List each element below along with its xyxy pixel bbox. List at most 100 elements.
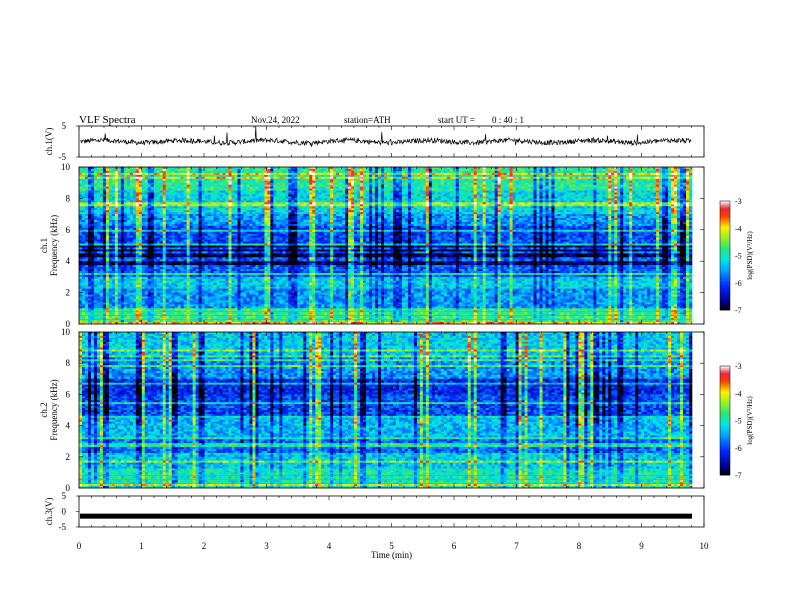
ch1-pixel [470, 174, 475, 178]
ch1-pixel [234, 208, 238, 211]
ch1-pixel [150, 202, 155, 205]
ch1-pixel [234, 170, 238, 174]
ch1-pixel [231, 206, 235, 209]
ch1-pixel [333, 188, 337, 191]
ch1-pixel [255, 178, 259, 182]
ch1-pixel [488, 212, 492, 215]
ch1-pixel [180, 202, 184, 205]
ch1-pixel [273, 212, 277, 215]
ch1-pixel [210, 170, 214, 174]
ch1-pixel [398, 192, 403, 195]
ch1-pixel [225, 188, 229, 191]
ch1-pixel [434, 194, 439, 197]
ch1-pixel [662, 167, 666, 170]
ch1-pixel [647, 186, 651, 189]
ch1-pixel [626, 208, 630, 211]
ch1-pixel [470, 200, 475, 203]
ch1-pixel [521, 168, 525, 172]
ch1-pixel [416, 202, 421, 205]
ch1-pixel [392, 208, 397, 211]
ch1-pixel [620, 174, 624, 178]
ch1-pixel [569, 186, 573, 189]
ch1-pixel [449, 190, 454, 193]
ch1-pixel [249, 192, 253, 195]
ch1-pixel [312, 176, 316, 180]
ch1-pixel [324, 186, 328, 189]
ch1-pixel [428, 208, 433, 211]
ch1-pixel [620, 180, 624, 183]
ch1-pixel [488, 188, 492, 191]
ch1-pixel [620, 194, 624, 197]
ch1-pixel [252, 184, 256, 187]
ch1-pixel [327, 192, 331, 195]
ch1-pixel [324, 176, 328, 180]
ch1-pixel [554, 206, 558, 209]
ch1-pixel [446, 200, 451, 203]
ch1-pixel [452, 167, 457, 170]
ch1-pixel [629, 188, 633, 191]
ch1-pixel [79, 202, 83, 205]
ch1-pixel [413, 200, 418, 203]
ch1-pixel [312, 168, 316, 172]
ch1-pixel [204, 196, 208, 199]
ch1-pixel [198, 167, 202, 170]
ch1-pixel [261, 188, 265, 191]
ch1-pixel [249, 188, 253, 191]
ch1-pixel [219, 186, 223, 189]
ch1-pixel [395, 184, 400, 187]
ch1-pixel [144, 167, 149, 170]
ch1-pixel [440, 184, 445, 187]
ch1-pixel [641, 167, 645, 170]
ch1-pixel [419, 168, 424, 172]
ch1-pixel [437, 167, 442, 170]
ch1-pixel [641, 202, 645, 205]
ch1-pixel [476, 180, 480, 183]
ch1-pixel [410, 178, 415, 182]
ch1-pixel [626, 202, 630, 205]
ch1-pixel [578, 176, 582, 180]
ch1-pixel [638, 182, 642, 185]
ch1-pixel [297, 170, 301, 174]
ch1-pixel [683, 170, 687, 174]
ch1-pixel [219, 188, 223, 191]
ch1-pixel [674, 208, 678, 211]
ch1-pixel [467, 206, 472, 209]
ch1-pixel [276, 196, 280, 199]
ch1-pixel [87, 198, 92, 201]
ch1-pixel [219, 184, 223, 187]
ch1-pixel [114, 174, 119, 178]
ch1-pixel [500, 172, 504, 176]
ch1-pixel [512, 188, 516, 191]
ch1-pixel [294, 204, 298, 207]
ch1-pixel [258, 206, 262, 209]
ch1-pixel [168, 206, 172, 209]
ch1-pixel [162, 184, 167, 187]
ch1-pixel [222, 208, 226, 211]
ch1-pixel [545, 170, 549, 174]
ch1-pixel [363, 176, 367, 180]
ch1-pixel [434, 178, 439, 182]
ch1-pixel [470, 182, 475, 185]
ch1-pixel [318, 190, 322, 193]
ch1-pixel [626, 182, 630, 185]
ch1-pixel [300, 202, 304, 205]
ch1-pixel [497, 196, 501, 199]
ch1-pixel [548, 204, 552, 207]
ch1-pixel [330, 202, 334, 205]
ch1-pixel [584, 198, 588, 201]
ch1-pixel [243, 210, 247, 213]
ch1-pixel [255, 167, 259, 170]
ch1-pixel [195, 196, 199, 199]
ch1-pixel [527, 188, 531, 191]
ch1-pixel [183, 184, 187, 187]
ch1-pixel [381, 196, 385, 199]
ch1-pixel [246, 210, 250, 213]
ch1-pixel [428, 212, 433, 215]
ch1-pixel [500, 170, 504, 174]
ch1-pixel [467, 204, 472, 207]
ch1-pixel [491, 212, 495, 215]
ch1-pixel [234, 196, 238, 199]
ch1-pixel [677, 180, 681, 183]
ch1-pixel [614, 200, 618, 203]
ch1-pixel [413, 176, 418, 180]
